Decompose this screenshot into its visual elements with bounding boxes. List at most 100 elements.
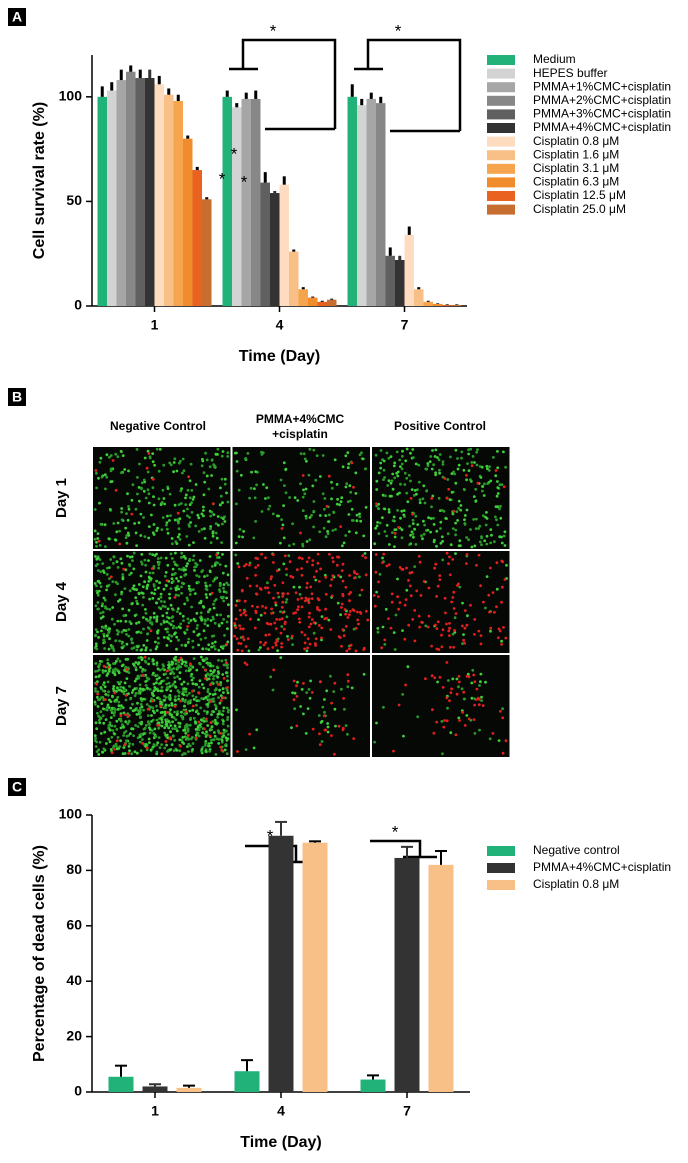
cell-dot <box>227 603 230 607</box>
cell-dot <box>380 646 384 650</box>
cell-dot <box>478 728 481 732</box>
cell-dot <box>450 472 454 475</box>
cell-dot <box>161 710 164 714</box>
cell-dot <box>485 542 489 546</box>
cell-dot <box>176 518 180 522</box>
cell-dot <box>175 542 179 545</box>
cell-dot <box>93 700 97 704</box>
cell-dot <box>204 750 208 754</box>
bar <box>173 101 183 307</box>
cell-dot <box>332 510 336 514</box>
cell-dot <box>147 559 150 562</box>
cell-dot <box>485 464 489 468</box>
cell-dot <box>216 453 219 456</box>
panel-label-box <box>8 8 26 26</box>
cell-dot <box>473 544 477 548</box>
cell-dot <box>234 626 238 629</box>
cell-dot <box>281 595 285 598</box>
cell-dot <box>102 638 106 642</box>
cell-dot <box>155 579 159 583</box>
cell-dot <box>120 510 123 514</box>
cell-dot <box>398 566 402 569</box>
cell-dot <box>197 516 201 520</box>
cell-dot <box>433 566 436 570</box>
cell-dot <box>164 720 168 724</box>
cell-dot <box>147 492 151 496</box>
cell-dot <box>206 690 210 694</box>
cell-dot <box>226 710 230 714</box>
cell-dot <box>204 677 207 680</box>
cell-dot <box>103 647 106 650</box>
cell-dot <box>157 726 161 730</box>
cell-dot <box>171 684 174 687</box>
cell-dot <box>129 732 132 735</box>
cell-dot <box>166 630 169 634</box>
cell-dot <box>463 697 466 701</box>
cell-dot <box>109 480 113 484</box>
cell-dot <box>205 730 208 734</box>
cell-dot <box>190 678 194 682</box>
cell-dot <box>148 618 152 622</box>
cell-dot <box>255 728 259 732</box>
cell-dot <box>457 716 461 720</box>
cell-dot <box>169 639 173 643</box>
cell-dot <box>147 657 151 660</box>
cell-dot <box>173 503 177 507</box>
cell-dot <box>277 595 281 599</box>
cell-dot <box>103 598 107 602</box>
cell-dot <box>170 704 174 707</box>
cell-dot <box>318 475 322 478</box>
x-axis-label: Time (Day) <box>240 1134 322 1151</box>
cell-dot <box>204 741 208 745</box>
cell-dot <box>169 708 172 711</box>
cell-dot <box>149 616 153 619</box>
cell-dot <box>192 588 195 591</box>
cell-dot <box>323 617 327 621</box>
cell-dot <box>158 746 162 750</box>
cell-dot <box>446 478 450 481</box>
cell-dot <box>235 502 238 506</box>
cell-dot <box>257 648 261 652</box>
cell-dot <box>178 671 182 674</box>
cell-dot <box>244 563 248 566</box>
cell-dot <box>204 647 208 651</box>
cell-dot <box>226 573 230 577</box>
cell-dot <box>452 509 456 513</box>
cell-dot <box>93 537 97 541</box>
panel-label-box <box>8 388 26 406</box>
cell-dot <box>318 743 322 746</box>
cell-dot <box>104 545 107 548</box>
cell-dot <box>197 643 201 647</box>
cell-dot <box>438 578 442 581</box>
cell-dot <box>465 623 469 627</box>
cell-dot <box>93 734 97 738</box>
cell-dot <box>122 692 126 696</box>
cell-dot <box>287 544 291 547</box>
cell-dot <box>108 637 111 641</box>
cell-dot <box>244 613 248 617</box>
cell-dot <box>353 576 356 580</box>
column-header: Negative Control <box>110 419 206 433</box>
legend-swatch <box>487 191 515 201</box>
cell-dot <box>312 448 316 452</box>
cell-dot <box>444 611 447 615</box>
cell-dot <box>496 450 499 453</box>
cell-dot <box>248 563 251 567</box>
cell-dot <box>177 694 181 698</box>
cell-dot <box>327 520 331 523</box>
cell-dot <box>300 567 303 570</box>
cell-dot <box>220 621 224 625</box>
cell-dot <box>107 668 111 671</box>
cell-dot <box>178 725 182 729</box>
cell-dot <box>177 721 181 725</box>
cell-dot <box>341 562 345 566</box>
cell-dot <box>250 470 254 474</box>
cell-dot <box>254 520 257 523</box>
cell-dot <box>134 724 138 727</box>
cell-dot <box>305 581 309 585</box>
cell-dot <box>433 455 437 458</box>
cell-dot <box>111 729 115 732</box>
cell-dot <box>176 610 179 613</box>
cell-dot <box>449 543 453 547</box>
cell-dot <box>156 631 160 635</box>
